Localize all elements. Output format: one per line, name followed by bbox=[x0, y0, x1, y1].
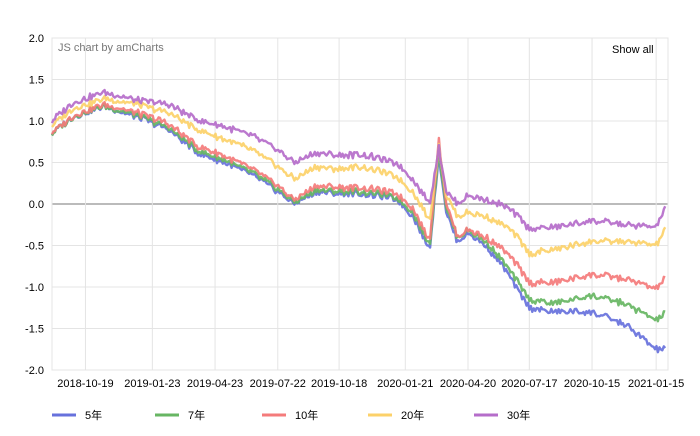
legend-label: 5年 bbox=[85, 408, 102, 422]
chart-credit[interactable]: JS chart by amCharts bbox=[58, 42, 164, 54]
x-tick-label: 2019-10-18 bbox=[311, 378, 367, 390]
legend-label: 10年 bbox=[295, 408, 318, 422]
x-axis: 2018-10-19 2019-01-23 2019-04-23 2019-07-22… bbox=[57, 378, 684, 390]
x-tick-label: 2020-01-21 bbox=[377, 378, 433, 390]
y-tick-label: -1.5 bbox=[25, 324, 44, 336]
series-line-20年 bbox=[51, 94, 667, 258]
show-all-button[interactable]: Show all bbox=[612, 44, 654, 56]
y-tick-label: 1.5 bbox=[29, 75, 44, 87]
legend: 5年 7年 10年 20年 30年 bbox=[52, 408, 530, 422]
y-tick-label: -1.0 bbox=[25, 282, 44, 294]
legend-label: 20年 bbox=[401, 408, 424, 422]
x-tick-label: 2019-07-22 bbox=[250, 378, 306, 390]
plot-border bbox=[51, 37, 669, 371]
x-tick-label: 2020-10-15 bbox=[564, 378, 620, 390]
x-tick-label: 2019-01-23 bbox=[124, 378, 180, 390]
grid-layer bbox=[51, 37, 669, 371]
y-tick-label: 0.0 bbox=[29, 199, 44, 211]
y-tick-label: -0.5 bbox=[25, 241, 44, 253]
x-tick-label: 2020-04-20 bbox=[440, 378, 496, 390]
x-tick-label: 2019-04-23 bbox=[187, 378, 243, 390]
y-axis: 2.0 1.5 1.0 0.5 0.0 -0.5 -1.0 -1.5 -2.0 bbox=[25, 33, 44, 377]
series-line-5年 bbox=[50, 103, 667, 354]
series-line-30年 bbox=[50, 88, 667, 233]
legend-label: 30年 bbox=[507, 408, 530, 422]
y-tick-label: 0.5 bbox=[29, 158, 44, 170]
series-line-7年 bbox=[50, 102, 666, 323]
x-tick-label: 2018-10-19 bbox=[57, 378, 113, 390]
x-tick-label: 2021-01-15 bbox=[628, 378, 684, 390]
y-tick-label: -2.0 bbox=[25, 365, 44, 377]
legend-label: 7年 bbox=[188, 408, 205, 422]
x-tick-label: 2020-07-17 bbox=[501, 378, 557, 390]
y-tick-label: 2.0 bbox=[29, 33, 44, 45]
series-layer bbox=[50, 88, 667, 354]
y-tick-label: 1.0 bbox=[29, 116, 44, 128]
series-line-10年 bbox=[50, 100, 666, 291]
